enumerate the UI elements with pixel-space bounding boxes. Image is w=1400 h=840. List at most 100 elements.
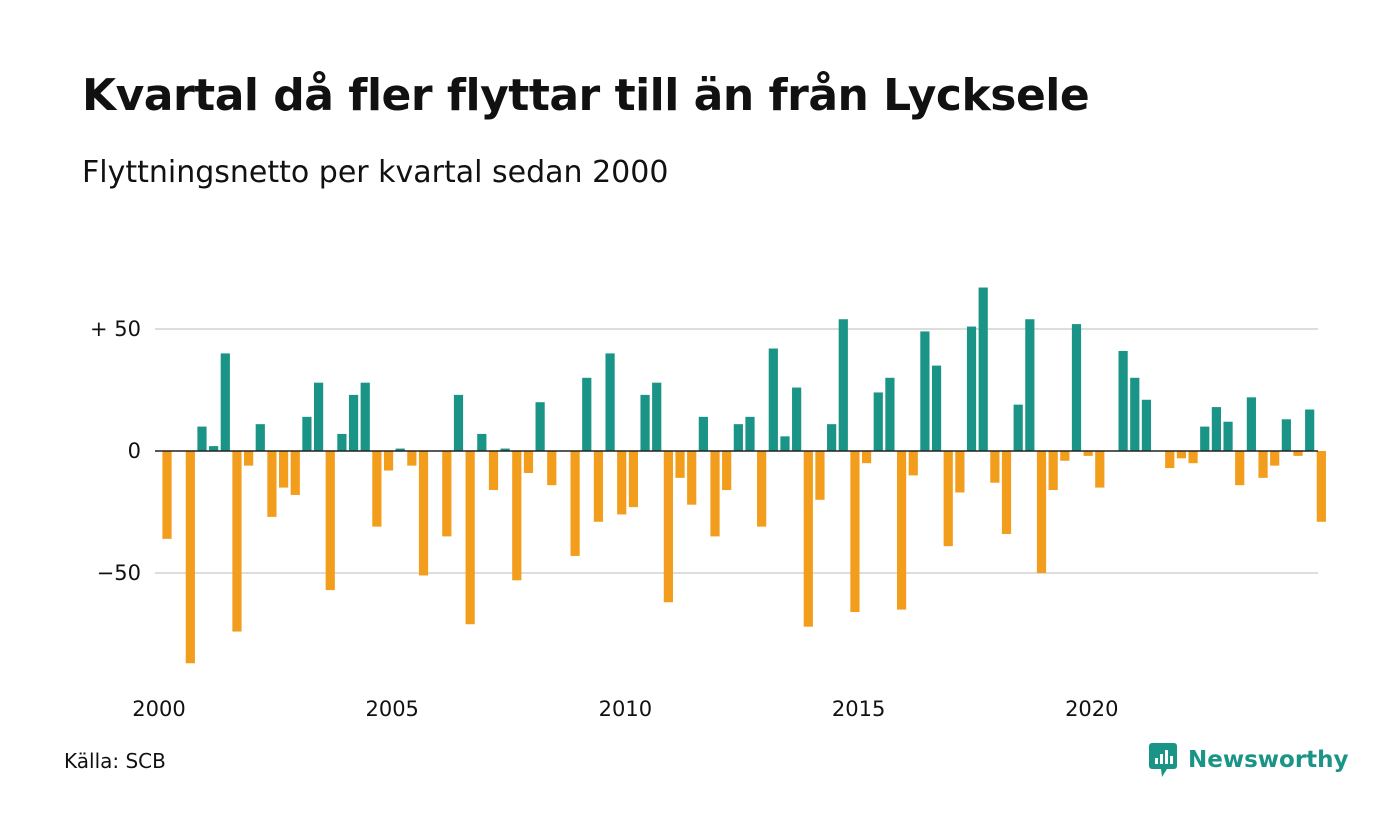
bar-negative <box>1083 451 1093 456</box>
bar-negative <box>418 451 429 576</box>
bar-positive <box>1281 419 1291 451</box>
bar-negative <box>442 451 452 537</box>
bar-negative <box>290 451 300 495</box>
bar-negative <box>908 451 918 476</box>
x-tick-labels: 2000 2005 2010 2015 2020 <box>132 697 1118 721</box>
chart-title: Kvartal då fler flyttar till än från Lyc… <box>82 70 1090 121</box>
bar-positive <box>1130 377 1140 451</box>
bar-positive <box>838 319 848 451</box>
x-tick-label: 2010 <box>599 697 652 721</box>
bar-negative <box>407 451 417 466</box>
y-tick-labels: + 50 0 −50 <box>90 317 141 585</box>
bar-negative <box>593 451 604 522</box>
bar-positive <box>360 382 370 451</box>
newsworthy-logo-icon <box>1149 743 1177 777</box>
bar-negative <box>383 451 394 471</box>
bar-negative <box>1176 451 1187 459</box>
bar-negative <box>803 451 813 627</box>
bar-negative <box>185 451 195 664</box>
bar-negative <box>244 451 254 466</box>
bar-positive <box>885 377 895 451</box>
bar-positive <box>1025 319 1035 451</box>
bar-negative <box>1165 451 1175 469</box>
bar-negative <box>687 451 697 505</box>
bar-positive <box>920 331 930 451</box>
bar-positive <box>220 353 230 451</box>
bar-negative <box>1095 451 1105 488</box>
bar-positive <box>1200 426 1210 451</box>
bar-negative <box>465 451 475 625</box>
bar-negative <box>523 451 534 473</box>
bar-positive <box>1211 407 1221 451</box>
source-note: Källa: SCB <box>64 749 166 773</box>
x-tick-label: 2015 <box>832 697 885 721</box>
grid-layer <box>155 328 1318 574</box>
bar-negative <box>1001 451 1012 534</box>
bar-negative <box>663 451 673 603</box>
bar-positive <box>966 326 977 451</box>
bar-positive <box>827 424 837 451</box>
bar-positive <box>348 394 359 451</box>
bar-negative <box>815 451 825 500</box>
bar-positive <box>1246 397 1256 451</box>
bar-positive <box>1118 350 1128 451</box>
bar-positive <box>978 287 988 451</box>
bar-positive <box>477 433 487 451</box>
bar-positive <box>745 416 755 451</box>
bar-negative <box>1036 451 1047 573</box>
bar-positive <box>698 416 708 451</box>
bar-positive <box>931 365 942 451</box>
bar-negative <box>1060 451 1070 461</box>
bar-positive <box>652 382 662 451</box>
bar-positive <box>1013 404 1023 451</box>
bar-positive <box>1305 409 1315 451</box>
y-tick-label: −50 <box>97 561 141 585</box>
bar-negative <box>1235 451 1245 486</box>
bar-negative <box>547 451 557 486</box>
x-tick-label: 2000 <box>132 697 185 721</box>
bar-positive <box>500 448 510 451</box>
bar-negative <box>617 451 627 515</box>
bar-negative <box>862 451 872 464</box>
bar-negative <box>162 451 172 539</box>
bar-negative <box>325 451 335 591</box>
bar-negative <box>722 451 732 491</box>
bar-positive <box>733 424 743 451</box>
bar-negative <box>488 451 499 491</box>
bar-negative <box>850 451 860 613</box>
bar-negative <box>512 451 522 581</box>
bar-negative <box>232 451 242 632</box>
bar-negative <box>990 451 1000 483</box>
chart-subtitle: Flyttningsnetto per kvartal sedan 2000 <box>82 155 669 190</box>
bar-positive <box>768 348 778 451</box>
bar-positive <box>337 433 347 451</box>
y-tick-label: + 50 <box>90 317 141 341</box>
y-tick-label: 0 <box>128 439 141 463</box>
brand-logo: Newsworthy <box>1148 741 1349 779</box>
bar-positive <box>582 377 592 451</box>
bar-positive <box>605 353 615 451</box>
bar-positive <box>792 387 802 451</box>
bar-positive <box>873 392 883 451</box>
bar-positive <box>1141 399 1152 451</box>
bar-positive <box>209 446 219 451</box>
bar-negative <box>757 451 767 527</box>
bar-negative <box>896 451 907 610</box>
bar-negative <box>279 451 289 488</box>
x-tick-label: 2020 <box>1065 697 1118 721</box>
bar-positive <box>1071 324 1082 451</box>
bar-negative <box>628 451 638 508</box>
brand-name: Newsworthy <box>1188 747 1349 773</box>
bar-negative <box>955 451 965 493</box>
bar-positive <box>395 448 405 451</box>
bar-negative <box>1293 451 1303 456</box>
bar-negative <box>943 451 953 547</box>
bar-negative <box>1316 451 1326 522</box>
bar-negative <box>675 451 685 478</box>
bar-positive <box>780 436 790 451</box>
bar-negative <box>1270 451 1280 466</box>
bar-negative <box>1258 451 1268 478</box>
bar-positive <box>1223 421 1233 451</box>
bar-positive <box>302 416 312 451</box>
